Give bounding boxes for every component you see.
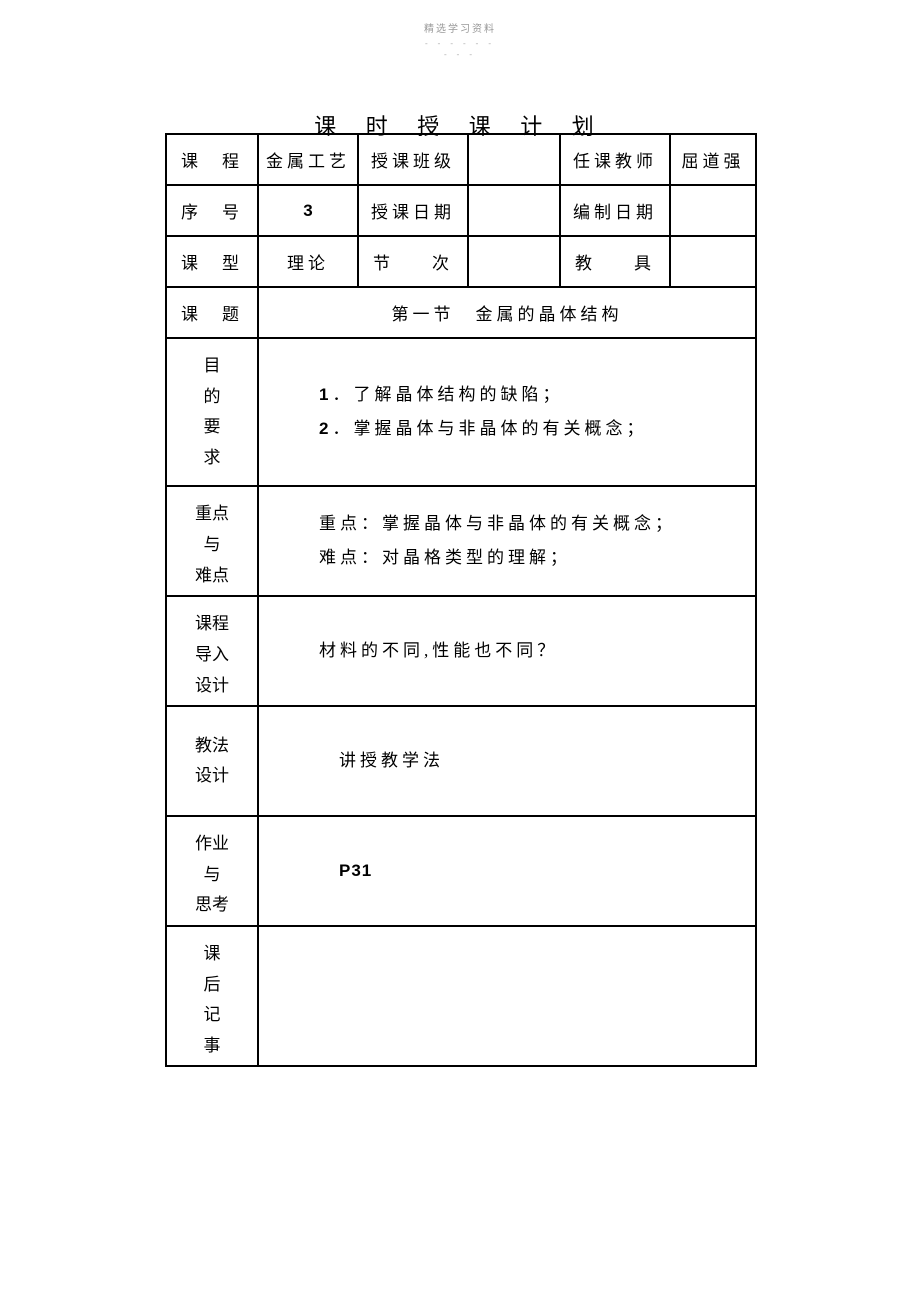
watermark-dashes-1: - - - - - - [0, 39, 920, 48]
obj-char-3: 要 [173, 412, 251, 443]
notes-char-4: 事 [173, 1031, 251, 1062]
label-session: 节次 [358, 236, 468, 287]
kp-line-2: 难点：对晶格类型的理解； [319, 541, 725, 575]
value-tools [670, 236, 756, 287]
label-course: 课程 [166, 134, 258, 185]
label-intro: 课程 导入 设计 [166, 596, 258, 706]
lesson-plan-table: 课程 金属工艺 授课班级 任课教师 屈道强 序号 3 授课日期 编制日期 课型 … [165, 133, 757, 1067]
obj-char-1: 目 [173, 351, 251, 382]
value-session [468, 236, 560, 287]
intro-char-3: 设计 [173, 671, 251, 702]
label-notes: 课 后 记 事 [166, 926, 258, 1066]
label-teach-date: 授课日期 [358, 185, 468, 236]
hw-char-2: 与 [173, 860, 251, 891]
value-topic: 第一节 金属的晶体结构 [258, 287, 756, 338]
value-course: 金属工艺 [258, 134, 358, 185]
obj-char-4: 求 [173, 443, 251, 474]
label-homework: 作业 与 思考 [166, 816, 258, 926]
label-objectives: 目 的 要 求 [166, 338, 258, 486]
obj-char-2: 的 [173, 382, 251, 413]
hw-char-3: 思考 [173, 890, 251, 921]
watermark-dashes-2: - - - [0, 50, 920, 59]
hw-char-1: 作业 [173, 829, 251, 860]
label-topic: 课题 [166, 287, 258, 338]
label-keypoints: 重点 与 难点 [166, 486, 258, 596]
kp-line-1: 重点：掌握晶体与非晶体的有关概念； [319, 507, 725, 541]
label-class: 授课班级 [358, 134, 468, 185]
value-homework: P31 [258, 816, 756, 926]
value-type: 理论 [258, 236, 358, 287]
table-row: 课题 第一节 金属的晶体结构 [166, 287, 756, 338]
table-row: 课 后 记 事 [166, 926, 756, 1066]
kp-char-2: 与 [173, 530, 251, 561]
label-type: 课型 [166, 236, 258, 287]
value-intro: 材料的不同,性能也不同？ [258, 596, 756, 706]
obj-num-1: 1 [319, 385, 332, 404]
notes-char-3: 记 [173, 1000, 251, 1031]
value-teach-date [468, 185, 560, 236]
table-row: 目 的 要 求 1．了解晶体结构的缺陷； 2．掌握晶体与非晶体的有关概念； [166, 338, 756, 486]
label-teacher: 任课教师 [560, 134, 670, 185]
value-class [468, 134, 560, 185]
table-row: 教法 设计 讲授教学法 [166, 706, 756, 816]
label-prep-date: 编制日期 [560, 185, 670, 236]
notes-char-1: 课 [173, 939, 251, 970]
page-title: 课 时 授 课 计 划 [0, 109, 920, 141]
table-row: 课程 金属工艺 授课班级 任课教师 屈道强 [166, 134, 756, 185]
lesson-plan-table-wrap: 课程 金属工艺 授课班级 任课教师 屈道强 序号 3 授课日期 编制日期 课型 … [165, 133, 755, 1067]
value-notes [258, 926, 756, 1066]
kp-char-3: 难点 [173, 561, 251, 592]
value-seq: 3 [258, 185, 358, 236]
intro-char-1: 课程 [173, 609, 251, 640]
value-prep-date [670, 185, 756, 236]
value-method: 讲授教学法 [258, 706, 756, 816]
notes-char-2: 后 [173, 970, 251, 1001]
value-keypoints: 重点：掌握晶体与非晶体的有关概念； 难点：对晶格类型的理解； [258, 486, 756, 596]
watermark-text: 精选学习资料 [0, 20, 920, 35]
table-row: 课型 理论 节次 教具 [166, 236, 756, 287]
kp-char-1: 重点 [173, 499, 251, 530]
intro-char-2: 导入 [173, 640, 251, 671]
value-objectives: 1．了解晶体结构的缺陷； 2．掌握晶体与非晶体的有关概念； [258, 338, 756, 486]
label-method: 教法 设计 [166, 706, 258, 816]
method-char-1: 教法 [173, 731, 251, 762]
method-char-2: 设计 [173, 761, 251, 792]
table-row: 重点 与 难点 重点：掌握晶体与非晶体的有关概念； 难点：对晶格类型的理解； [166, 486, 756, 596]
table-row: 课程 导入 设计 材料的不同,性能也不同？ [166, 596, 756, 706]
obj-text-2: ．掌握晶体与非晶体的有关概念； [332, 419, 647, 438]
table-row: 作业 与 思考 P31 [166, 816, 756, 926]
value-teacher: 屈道强 [670, 134, 756, 185]
obj-num-2: 2 [319, 419, 332, 438]
label-tools: 教具 [560, 236, 670, 287]
obj-text-1: ．了解晶体结构的缺陷； [332, 385, 563, 404]
table-row: 序号 3 授课日期 编制日期 [166, 185, 756, 236]
label-seq: 序号 [166, 185, 258, 236]
